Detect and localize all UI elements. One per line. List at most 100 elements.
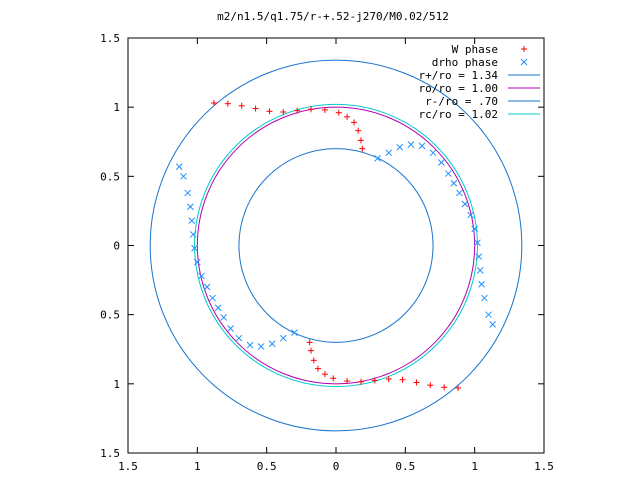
- w-phase-point: [359, 145, 366, 152]
- w-phase-point: [441, 384, 448, 391]
- data-points: [175, 100, 497, 391]
- drho-phase-point: [476, 267, 484, 274]
- drho-phase-point: [444, 170, 452, 177]
- w-phase-point: [321, 106, 328, 113]
- drho-phase-point: [198, 272, 205, 280]
- drho-phase-point: [396, 143, 404, 151]
- chart-title: m2/n1.5/q1.75/r-+.52-j270/M0.02/512: [217, 10, 449, 23]
- drho-phase-point: [450, 179, 458, 187]
- drho-phase-point: [188, 217, 196, 224]
- drho-phase-point: [187, 203, 194, 211]
- x-tick-label: 1: [471, 460, 478, 473]
- drho-phase-point: [478, 280, 485, 288]
- legend-label: rc/ro = 1.02: [419, 108, 498, 121]
- w-phase-point: [308, 347, 315, 354]
- w-phase-point: [413, 379, 420, 386]
- legend-marker-sample: [521, 46, 527, 52]
- w-phase-point: [355, 127, 362, 134]
- legend-label: r+/ro = 1.34: [419, 69, 499, 82]
- w-phase-point: [308, 106, 315, 113]
- drho-phase-point: [203, 283, 211, 291]
- w-phase-point: [310, 357, 317, 364]
- axis-ticks: 1.5 1 0.5 0 0.5 1 1.51.510.500.511.5: [100, 32, 554, 473]
- x-tick-label: 1: [194, 460, 201, 473]
- w-phase-point: [351, 119, 358, 126]
- reference-circle: [149, 59, 523, 432]
- drho-phase-point: [246, 341, 254, 349]
- legend-label: W phase: [452, 43, 498, 56]
- drho-phase-point: [429, 149, 437, 157]
- w-phase-point: [335, 109, 342, 116]
- y-tick-label: 1.5: [100, 447, 120, 460]
- drho-phase-point: [467, 211, 474, 219]
- drho-phase-point: [481, 294, 488, 302]
- drho-phase-point: [257, 343, 265, 350]
- w-phase-point: [344, 378, 351, 385]
- x-tick-label: 1.5: [118, 460, 138, 473]
- w-phase-point: [357, 137, 364, 144]
- w-phase-point: [385, 375, 392, 382]
- y-tick-label: 1.5: [100, 32, 120, 45]
- y-tick-label: 0.5: [100, 309, 120, 322]
- legend-label: drho phase: [432, 56, 498, 69]
- w-phase-point: [252, 105, 259, 112]
- y-tick-label: 1: [113, 101, 120, 114]
- w-phase-point: [266, 108, 273, 115]
- w-phase-point: [306, 339, 313, 346]
- w-phase-point: [455, 384, 462, 391]
- w-phase-point: [210, 100, 217, 107]
- w-phase-point: [280, 109, 287, 116]
- w-phase-point: [294, 107, 301, 114]
- w-phase-point: [321, 371, 328, 378]
- w-phase-point: [399, 376, 406, 383]
- w-phase-point: [344, 113, 351, 120]
- drho-phase-point: [456, 189, 463, 197]
- drho-phase-point: [189, 231, 197, 238]
- x-tick-label: 1.5: [534, 460, 554, 473]
- x-tick-label: 0.5: [395, 460, 415, 473]
- drho-phase-point: [438, 159, 445, 166]
- y-tick-label: 0: [113, 240, 120, 253]
- legend-label: ro/ro = 1.00: [419, 82, 498, 95]
- drho-phase-point: [279, 334, 287, 342]
- drho-phase-point: [209, 294, 216, 302]
- reference-circle: [194, 103, 478, 388]
- drho-phase-point: [268, 340, 276, 348]
- drho-phase-point: [191, 244, 198, 252]
- legend-label: r-/ro = .70: [425, 95, 498, 108]
- y-tick-label: 1: [113, 378, 120, 391]
- legend-marker-sample: [520, 58, 528, 66]
- w-phase-point: [238, 102, 245, 109]
- drho-phase-point: [291, 329, 298, 337]
- drho-phase-point: [471, 225, 479, 233]
- drho-phase-point: [214, 304, 222, 312]
- reference-circle: [238, 148, 434, 343]
- drho-phase-point: [374, 154, 381, 162]
- y-tick-label: 0.5: [100, 170, 120, 183]
- w-phase-point: [224, 100, 231, 107]
- w-phase-point: [314, 365, 321, 372]
- w-phase-point: [357, 378, 364, 385]
- drho-phase-point: [220, 314, 228, 321]
- drho-phase-point: [418, 142, 426, 150]
- drho-phase-point: [193, 258, 201, 266]
- x-tick-label: 0.5: [257, 460, 277, 473]
- drho-phase-point: [175, 163, 183, 171]
- w-phase-point: [330, 375, 337, 382]
- drho-phase-point: [407, 141, 415, 148]
- drho-phase-point: [474, 239, 481, 247]
- drho-phase-point: [385, 149, 393, 157]
- drho-phase-point: [235, 334, 243, 342]
- drho-phase-point: [475, 253, 483, 260]
- w-phase-point: [427, 382, 434, 389]
- drho-phase-point: [485, 311, 492, 319]
- drho-phase-point: [184, 189, 191, 197]
- drho-phase-point: [461, 200, 469, 208]
- drho-phase-point: [180, 172, 187, 180]
- drho-phase-point: [227, 325, 234, 332]
- drho-phase-point: [489, 320, 497, 328]
- w-phase-point: [371, 377, 378, 384]
- x-tick-label: 0: [333, 460, 340, 473]
